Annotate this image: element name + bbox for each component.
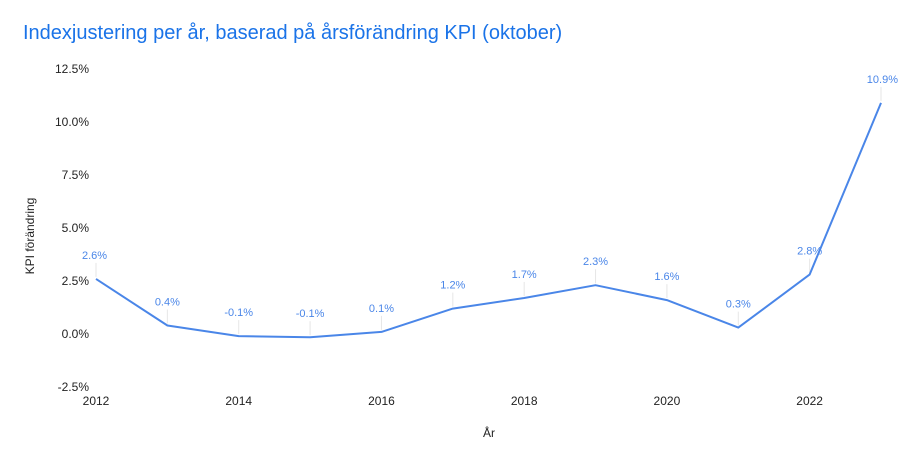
y-tick-label: 10.0%: [55, 115, 89, 129]
data-label: 0.1%: [369, 303, 394, 315]
data-label: 2.3%: [583, 256, 608, 268]
y-tick-label: 5.0%: [62, 221, 90, 235]
x-tick-label: 2018: [511, 394, 538, 408]
y-tick-label: 7.5%: [62, 168, 90, 182]
data-label: 1.6%: [654, 271, 679, 283]
chart-title: Indexjustering per år, baserad på årsför…: [23, 22, 563, 44]
y-axis-title: KPI förändring: [23, 198, 37, 275]
data-labels: 2.6% 0.4% -0.1% -0.1% 0.1% 1.2% 1.7% 2.3% 1.6% 0.…: [82, 74, 898, 320]
y-axis-ticks: -2.5% 0.0% 2.5% 5.0% 7.5% 10.0% 12.5%: [55, 62, 89, 394]
data-label: 2.8%: [797, 246, 822, 258]
data-label: 0.3%: [726, 299, 751, 311]
data-label: 10.9%: [867, 74, 898, 86]
x-axis-title: År: [483, 425, 495, 440]
y-tick-label: 12.5%: [55, 62, 89, 76]
x-axis-ticks: 2012 2014 2016 2018 2020 2022: [83, 394, 824, 408]
data-label: 1.2%: [440, 280, 465, 292]
x-tick-label: 2022: [796, 394, 823, 408]
data-label: -0.1%: [224, 307, 253, 319]
data-label: 2.6%: [82, 250, 107, 262]
label-leader-lines: [95, 86, 882, 336]
y-tick-label: 0.0%: [62, 327, 90, 341]
x-tick-label: 2014: [225, 394, 252, 408]
x-tick-label: 2012: [83, 394, 110, 408]
data-label: 1.7%: [512, 269, 537, 281]
data-label: -0.1%: [296, 308, 325, 320]
data-label: 0.4%: [155, 297, 180, 309]
y-tick-label: -2.5%: [58, 380, 90, 394]
y-tick-label: 2.5%: [62, 274, 90, 288]
x-tick-label: 2016: [368, 394, 395, 408]
x-tick-label: 2020: [654, 394, 681, 408]
series-line: [95, 102, 882, 339]
